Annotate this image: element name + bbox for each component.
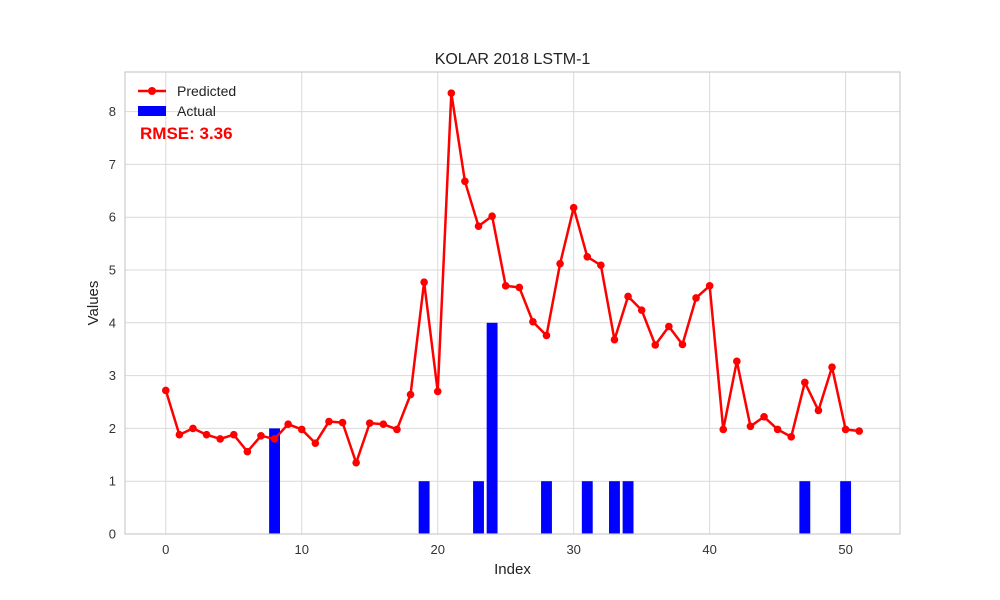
predicted-point <box>855 427 864 435</box>
actual-bar <box>622 481 634 534</box>
predicted-point <box>569 203 578 212</box>
actual-bar <box>799 481 811 534</box>
predicted-point <box>501 282 510 290</box>
x-tick-label: 20 <box>430 542 444 557</box>
predicted-point <box>746 422 755 431</box>
actual-bar <box>486 322 498 534</box>
predicted-point <box>624 292 632 301</box>
predicted-point <box>841 425 850 434</box>
y-tick-label: 2 <box>109 421 116 436</box>
predicted-point <box>257 431 265 440</box>
y-tick-label: 4 <box>109 315 116 330</box>
predicted-point <box>338 418 347 427</box>
y-tick-label: 3 <box>109 368 116 383</box>
actual-bar <box>269 428 280 534</box>
y-tick-label: 6 <box>109 210 116 225</box>
legend-predicted-label: Predicted <box>177 83 236 99</box>
actual-bar <box>418 481 430 534</box>
predicted-point <box>406 390 415 399</box>
predicted-point <box>352 458 360 467</box>
predicted-point <box>474 222 483 230</box>
actual-bar <box>581 481 593 534</box>
predicted-point <box>773 425 782 434</box>
predicted-point <box>488 212 496 220</box>
predicted-point <box>229 430 238 439</box>
rmse-annotation: RMSE: 3.36 <box>140 124 233 143</box>
predicted-point <box>202 430 211 439</box>
x-tick-label: 0 <box>162 542 169 557</box>
predicted-point <box>311 439 320 447</box>
predicted-point <box>542 331 551 340</box>
predicted-point <box>610 335 619 344</box>
predicted-point <box>325 417 333 426</box>
predicted-point <box>692 294 700 302</box>
predicted-point <box>637 306 646 314</box>
y-tick-label: 7 <box>109 157 116 172</box>
actual-bar <box>541 481 552 534</box>
y-tick-label: 0 <box>109 527 116 542</box>
predicted-point <box>801 378 809 387</box>
predicted-point <box>665 322 673 331</box>
predicted-point <box>597 261 605 270</box>
predicted-point <box>284 420 292 428</box>
predicted-point <box>433 387 442 396</box>
plot-area <box>125 72 900 534</box>
predicted-point <box>365 419 374 427</box>
x-tick-label: 50 <box>838 542 852 557</box>
predicted-point <box>705 282 714 290</box>
predicted-point <box>420 278 428 286</box>
predicted-point <box>529 317 537 326</box>
x-axis-label: Index <box>494 561 531 578</box>
actual-bar <box>609 481 620 534</box>
legend-predicted-marker <box>148 87 156 95</box>
chart-title: KOLAR 2018 LSTM-1 <box>435 51 591 68</box>
predicted-point <box>828 363 836 371</box>
predicted-point <box>583 252 592 261</box>
predicted-point <box>243 447 252 456</box>
predicted-point <box>161 386 170 395</box>
predicted-point <box>189 424 197 433</box>
predicted-point <box>393 425 401 434</box>
x-tick-label: 10 <box>295 542 309 557</box>
actual-bars <box>269 322 852 534</box>
predicted-point <box>447 89 456 97</box>
predicted-point <box>270 435 279 443</box>
y-axis-label: Values <box>85 281 102 326</box>
legend-actual-label: Actual <box>177 103 216 119</box>
predicted-point <box>515 283 524 292</box>
predicted-point <box>787 433 796 441</box>
predicted-point <box>651 341 660 349</box>
predicted-point <box>678 340 687 349</box>
predicted-line <box>161 89 864 467</box>
actual-bar <box>473 481 484 534</box>
y-tick-labels: 0 1 2 3 4 5 6 7 8 <box>109 104 116 541</box>
legend-actual-swatch <box>138 106 166 116</box>
x-tick-label: 30 <box>566 542 580 557</box>
grid <box>125 72 900 535</box>
predicted-point <box>556 259 564 268</box>
y-tick-label: 8 <box>109 104 116 119</box>
predicted-point <box>216 435 224 443</box>
predicted-point <box>379 420 388 428</box>
predicted-point <box>297 425 306 434</box>
predicted-series-line <box>164 91 860 464</box>
y-tick-label: 5 <box>109 263 116 278</box>
predicted-point <box>719 425 728 434</box>
predicted-point <box>760 412 768 421</box>
predicted-point <box>461 177 469 186</box>
predicted-point <box>814 406 823 415</box>
legend: Predicted Actual <box>138 83 236 119</box>
x-tick-labels: 0 10 20 30 40 50 <box>162 542 853 557</box>
predicted-point <box>733 357 741 366</box>
x-tick-label: 40 <box>702 542 716 557</box>
plot-frame <box>124 71 901 535</box>
actual-bar <box>840 481 852 534</box>
predicted-point <box>175 430 184 439</box>
y-tick-label: 1 <box>109 474 116 489</box>
